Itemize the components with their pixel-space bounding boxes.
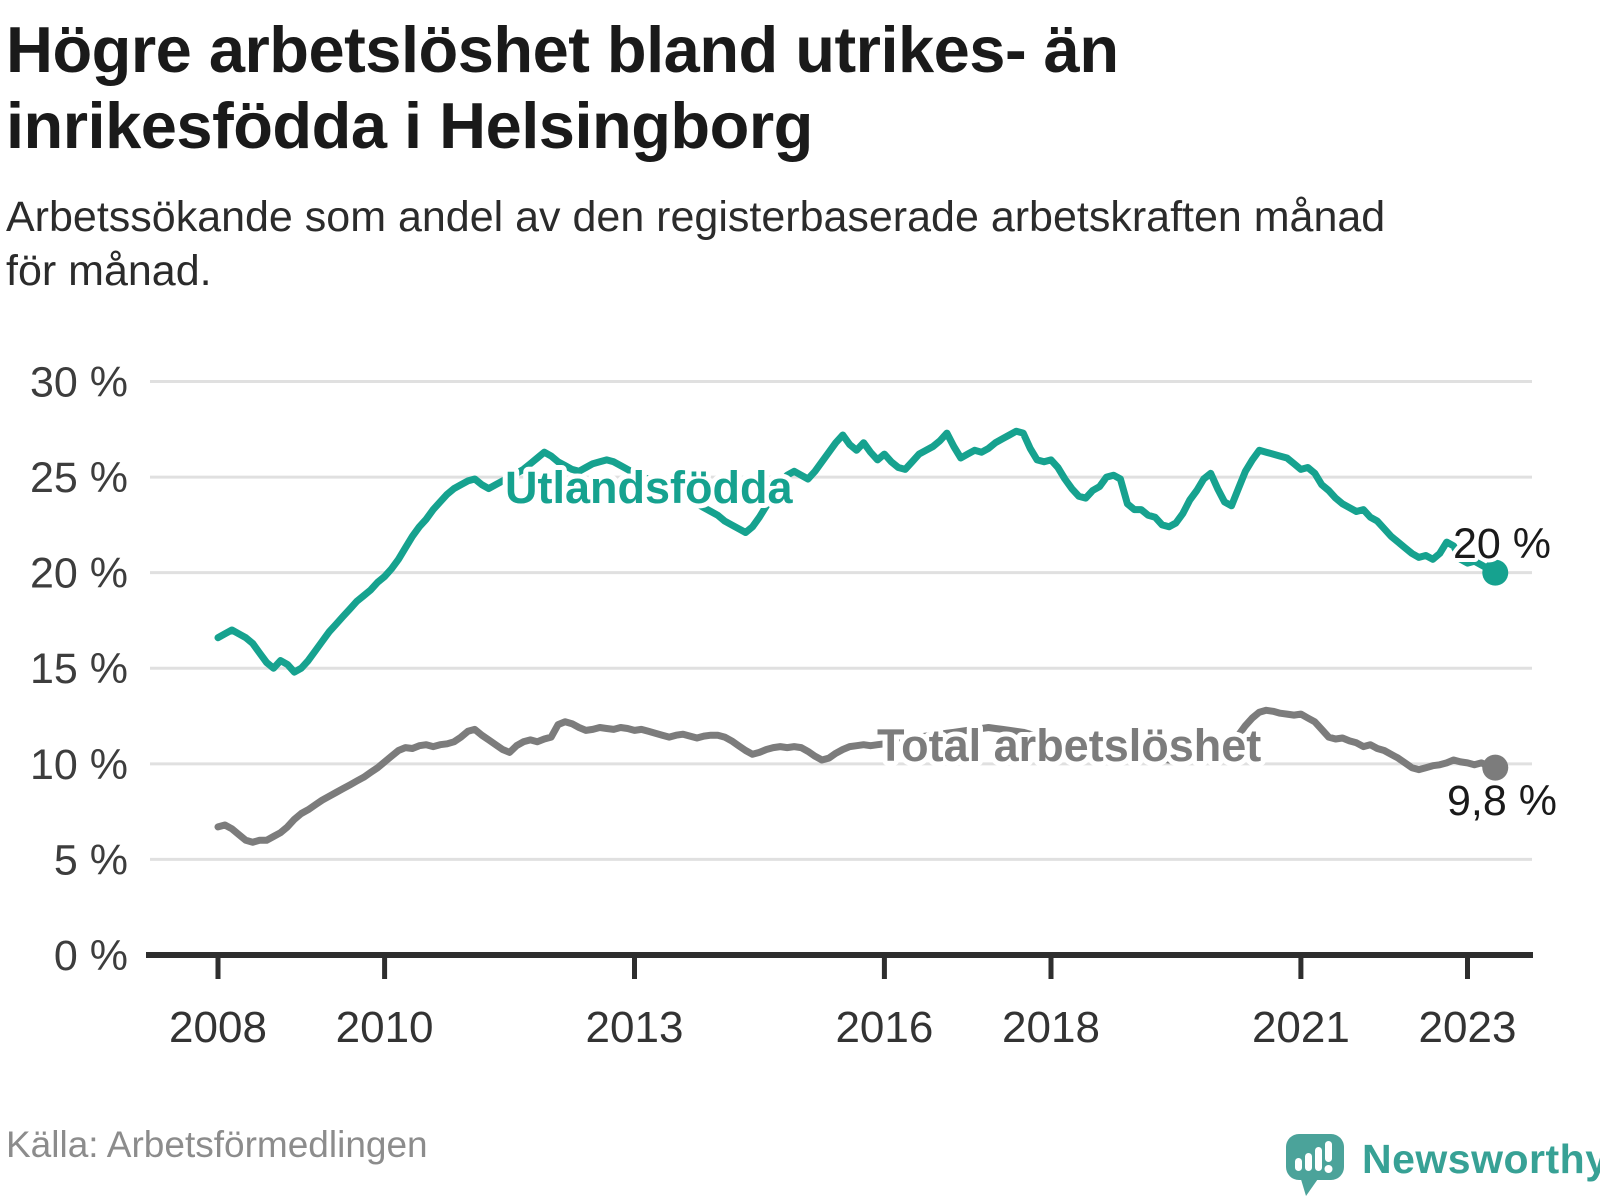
series-end-dot [1482,559,1509,586]
newsworthy-wordmark: Newsworthy [1362,1135,1600,1182]
end-value-label: 9,8 % [1447,777,1557,825]
x-axis-label: 2021 [1252,1003,1350,1052]
page-title: Högre arbetslöshet bland utrikes- än inr… [6,12,1566,164]
x-axis-label: 2010 [336,1003,434,1052]
chart-subtitle: Arbetssökande som andel av den registerb… [6,190,1566,298]
title-line-1: Högre arbetslöshet bland utrikes- än [6,13,1119,86]
y-axis-label: 0 % [54,932,128,980]
title-line-2: inrikesfödda i Helsingborg [6,89,813,163]
series-end-dot [1482,754,1509,781]
newsworthy-brand: Newsworthy [1284,1120,1600,1198]
x-axis-label: 2013 [586,1003,684,1052]
source-note: Källa: Arbetsförmedlingen [6,1124,428,1165]
series-label-total-arbetsloshet: Total arbetslöshet [877,720,1261,771]
series-line-utlandsfodda [214,427,1499,676]
x-axis-label: 2016 [835,1003,933,1052]
newsworthy-logo-icon [1286,1134,1344,1196]
subtitle-line-2: för månad. [6,247,212,296]
series-line-total-arbetsloshet [214,706,1499,846]
y-axis-label: 10 % [30,741,128,789]
y-axis-label: 30 % [30,358,128,406]
end-value-label: 20 % [1453,520,1551,568]
y-axis-label: 25 % [30,454,128,502]
x-axis-label: 2008 [169,1003,267,1052]
x-axis-label: 2023 [1419,1003,1517,1052]
y-axis-label: 15 % [30,645,128,693]
series-label-utlandsfodda: Utlandsfödda [505,462,793,513]
x-axis-label: 2018 [1002,1003,1100,1052]
y-axis-label: 5 % [54,836,128,884]
y-axis-label: 20 % [30,550,128,598]
subtitle-line-1: Arbetssökande som andel av den registerb… [6,193,1386,241]
